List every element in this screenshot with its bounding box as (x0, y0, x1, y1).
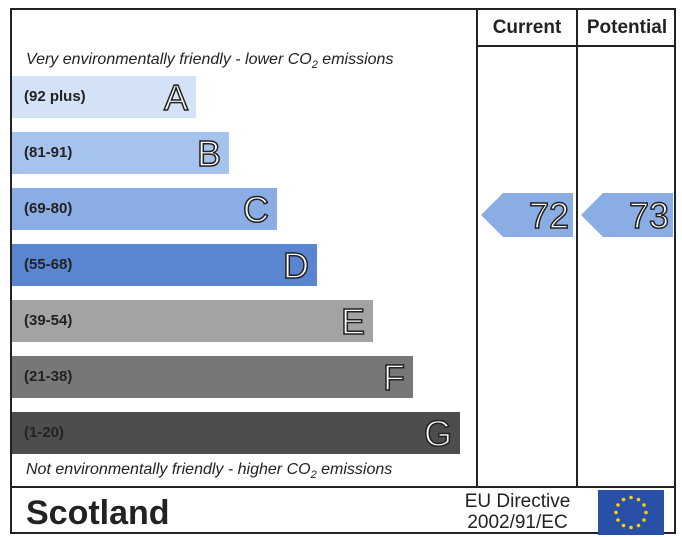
band: (21-38) F (12, 356, 413, 399)
star (636, 523, 641, 528)
star (614, 510, 618, 515)
band-letter: C (242, 188, 270, 231)
star (642, 503, 646, 507)
band-range: (92 plus) (24, 88, 86, 105)
current-arrow: 72 (481, 193, 575, 237)
note-text: Very environmentally friendly - lower CO (26, 51, 312, 68)
arrow-shape (581, 193, 673, 237)
band: (55-68) D (12, 244, 317, 287)
frame (10, 8, 676, 534)
star (636, 497, 641, 502)
directive: EU Directive 2002/91/EC (445, 491, 590, 533)
band: (69-80) C (12, 188, 277, 231)
band-letter: A (163, 76, 189, 119)
star (644, 510, 648, 515)
band-range: (69-80) (24, 200, 73, 217)
band: (1-20) G (12, 412, 460, 455)
note-text: emissions (317, 51, 394, 68)
arrow-fill (481, 193, 573, 237)
arrow-shape (481, 193, 573, 237)
band-letter: G (423, 412, 453, 455)
flag-stars (614, 495, 648, 530)
divider (576, 8, 578, 488)
band-letter: E (340, 300, 366, 343)
divider (10, 486, 676, 488)
band-range: (1-20) (24, 424, 65, 441)
bottom-note: Not environmentally friendly - higher CO… (26, 461, 392, 481)
star (616, 503, 620, 507)
band-range: (81-91) (24, 144, 73, 161)
band: (81-91) B (12, 132, 229, 175)
top-note: Very environmentally friendly - lower CO… (26, 51, 393, 71)
star (616, 518, 620, 522)
note-text: Not environmentally friendly - higher CO (26, 461, 311, 478)
arrow-fill (581, 193, 673, 237)
directive-line: EU Directive (464, 491, 571, 512)
star (629, 525, 633, 530)
band-letter: D (282, 244, 310, 287)
band: (92 plus) A (12, 76, 196, 119)
divider (476, 45, 676, 47)
potential-arrow: 73 (581, 193, 675, 237)
potential-value: 73 (628, 194, 670, 237)
band-range: (39-54) (24, 312, 73, 329)
star (629, 495, 633, 500)
band-range: (55-68) (24, 256, 73, 273)
band: (39-54) E (12, 300, 373, 343)
country: Scotland (26, 494, 170, 532)
note-sub: 2 (311, 59, 318, 72)
directive-line: 2002/91/EC (467, 512, 568, 533)
star (621, 497, 626, 502)
current-value: 72 (528, 194, 570, 237)
eu-flag (598, 490, 664, 535)
potential-header: Potential (586, 17, 668, 38)
note-text: emissions (316, 461, 393, 478)
band-letter: B (196, 132, 222, 175)
current-header: Current (492, 17, 562, 38)
star (621, 523, 626, 528)
star (642, 518, 646, 522)
band-letter: F (382, 356, 406, 399)
divider (476, 8, 478, 488)
note-sub: 2 (310, 469, 317, 482)
band-range: (21-38) (24, 368, 73, 385)
